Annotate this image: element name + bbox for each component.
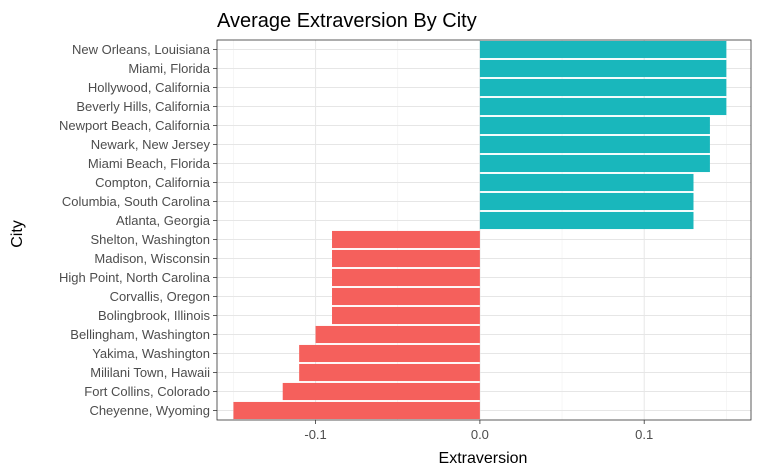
bar-4	[479, 116, 710, 135]
grid-lines	[217, 40, 751, 420]
y-axis-title: City	[9, 220, 26, 248]
bar-15	[315, 325, 480, 344]
bars	[233, 40, 727, 420]
y-tick-label: Madison, Wisconsin	[94, 251, 210, 266]
y-tick-label: Mililani Town, Hawaii	[90, 365, 210, 380]
y-axis-ticks: New Orleans, Louisiana Miami, Florida Holl…	[59, 42, 217, 418]
y-tick-label: Compton, California	[95, 175, 211, 190]
x-tick-label: 0.1	[635, 427, 653, 442]
bar-19	[233, 401, 480, 420]
y-tick-label: Bellingham, Washington	[70, 327, 210, 342]
plot-panel-border	[216, 39, 752, 421]
bar-1	[479, 59, 727, 78]
x-tick-label: 0.0	[471, 427, 489, 442]
y-tick-label: New Orleans, Louisiana	[72, 42, 211, 57]
x-tick-label: -0.1	[304, 427, 326, 442]
bar-6	[479, 154, 710, 173]
y-tick-label: Newark, New Jersey	[91, 137, 211, 152]
bar-10	[332, 230, 480, 249]
y-tick-label: Shelton, Washington	[91, 232, 210, 247]
y-tick-label: Newport Beach, California	[59, 118, 211, 133]
y-tick-label: Miami, Florida	[128, 61, 210, 76]
y-tick-label: Cheyenne, Wyoming	[89, 403, 210, 418]
bar-13	[332, 287, 480, 306]
bar-17	[299, 363, 480, 382]
y-tick-label: Yakima, Washington	[92, 346, 210, 361]
y-tick-label: Corvallis, Oregon	[110, 289, 210, 304]
bar-5	[479, 135, 710, 154]
bar-3	[479, 97, 727, 116]
bar-8	[479, 192, 694, 211]
bar-7	[479, 173, 694, 192]
bar-0	[479, 40, 727, 59]
x-axis-ticks: -0.1 0.0 0.1	[304, 420, 653, 442]
bar-11	[332, 249, 480, 268]
y-tick-label: Fort Collins, Colorado	[84, 384, 210, 399]
bar-14	[332, 306, 480, 325]
x-axis-title: Extraversion	[439, 450, 528, 467]
y-tick-label: Hollywood, California	[88, 80, 211, 95]
y-tick-label: Beverly Hills, California	[76, 99, 210, 114]
bar-16	[299, 344, 480, 363]
chart-title: Average Extraversion By City	[217, 10, 477, 32]
bar-18	[282, 382, 480, 401]
bar-9	[479, 211, 694, 230]
y-tick-label: Columbia, South Carolina	[62, 194, 211, 209]
y-tick-label: Bolingbrook, Illinois	[98, 308, 211, 323]
y-tick-label: High Point, North Carolina	[59, 270, 211, 285]
bar-12	[332, 268, 480, 287]
y-tick-label: Atlanta, Georgia	[116, 213, 211, 228]
y-tick-label: Miami Beach, Florida	[88, 156, 211, 171]
bar-2	[479, 78, 727, 97]
